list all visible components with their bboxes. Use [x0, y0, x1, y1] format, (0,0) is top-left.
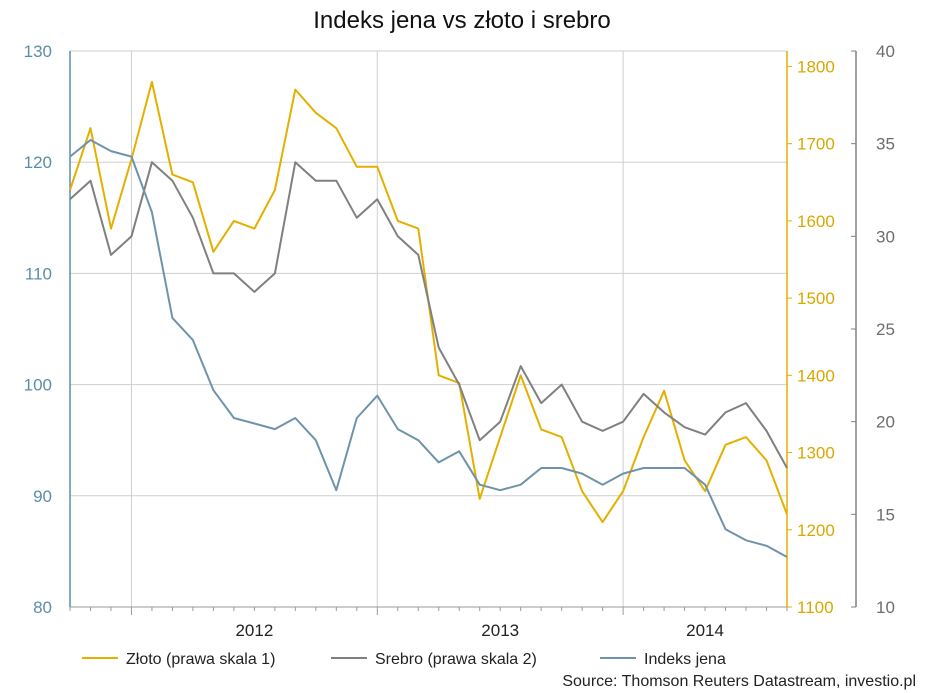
legend: Złoto (prawa skala 1) Srebro (prawa skala… [82, 651, 726, 668]
tick-right1: 1700 [797, 135, 835, 154]
tick-x: 2012 [235, 621, 273, 640]
tick-labels: 80 90 100 110 120 130 1100 1200 1300 1400 1500 1600… [24, 42, 895, 640]
tick-right1: 1300 [797, 444, 835, 463]
series-line-3 [69, 139, 788, 558]
tick-right2: 40 [876, 42, 895, 61]
tick-left: 80 [33, 598, 52, 617]
tick-right1: 1600 [797, 212, 835, 231]
source-note: Source: Thomson Reuters Datastream, inve… [562, 673, 916, 690]
tick-right2: 15 [876, 505, 895, 524]
legend-label: Złoto (prawa skala 1) [126, 651, 275, 668]
tick-x: 2014 [686, 621, 724, 640]
tick-right1: 1400 [797, 366, 835, 385]
tick-right1: 1100 [797, 598, 834, 617]
tick-right2: 20 [876, 413, 895, 432]
chart-title: Indeks jena vs złoto i srebro [313, 7, 610, 34]
tick-left: 130 [24, 42, 52, 61]
tick-left: 100 [24, 376, 52, 395]
series-lines [69, 80, 788, 558]
tick-left: 110 [25, 264, 52, 283]
grid [70, 50, 787, 608]
tick-right2: 35 [876, 135, 895, 154]
tick-right1: 1800 [797, 57, 835, 76]
axes [69, 50, 857, 615]
tick-right2: 25 [876, 320, 895, 339]
tick-left: 90 [33, 487, 52, 506]
legend-label: Srebro (prawa skala 2) [375, 651, 537, 668]
tick-x: 2013 [481, 621, 519, 640]
tick-right1: 1200 [797, 521, 835, 540]
tick-right2: 30 [876, 227, 895, 246]
tick-right1: 1500 [797, 289, 835, 308]
tick-left: 120 [24, 153, 52, 172]
tick-right2: 10 [876, 598, 895, 617]
series-line-2 [69, 161, 788, 469]
legend-label: Indeks jena [644, 651, 726, 668]
